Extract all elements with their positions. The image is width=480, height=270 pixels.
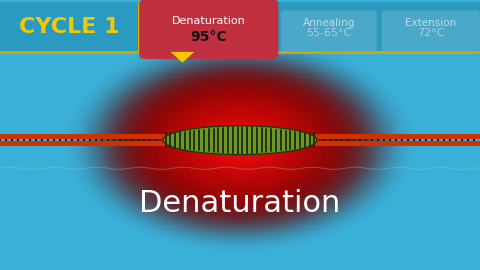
Text: Denaturation: Denaturation <box>172 16 246 26</box>
Bar <box>0 141 480 146</box>
Ellipse shape <box>215 129 265 160</box>
Ellipse shape <box>83 48 397 241</box>
Ellipse shape <box>142 83 338 205</box>
Ellipse shape <box>149 88 331 200</box>
Ellipse shape <box>167 99 313 189</box>
FancyBboxPatch shape <box>382 10 480 51</box>
Bar <box>0 141 480 146</box>
Ellipse shape <box>181 108 299 180</box>
Ellipse shape <box>87 50 393 239</box>
Ellipse shape <box>218 131 262 158</box>
Ellipse shape <box>94 54 386 234</box>
Ellipse shape <box>138 81 342 207</box>
Ellipse shape <box>178 106 302 183</box>
Ellipse shape <box>108 63 372 225</box>
Ellipse shape <box>163 126 317 155</box>
Ellipse shape <box>163 126 317 155</box>
Ellipse shape <box>160 95 320 194</box>
Ellipse shape <box>145 86 335 203</box>
Ellipse shape <box>192 115 288 173</box>
Ellipse shape <box>156 93 324 196</box>
Ellipse shape <box>105 61 375 227</box>
Ellipse shape <box>185 110 295 178</box>
Text: CYCLE 1: CYCLE 1 <box>19 17 120 37</box>
Ellipse shape <box>226 135 254 153</box>
Ellipse shape <box>174 104 306 185</box>
Ellipse shape <box>101 59 379 230</box>
Ellipse shape <box>112 66 368 223</box>
Ellipse shape <box>200 119 280 169</box>
Ellipse shape <box>229 137 251 151</box>
Bar <box>0 134 480 139</box>
Text: 55-65°C: 55-65°C <box>306 28 351 38</box>
Ellipse shape <box>233 140 247 149</box>
Polygon shape <box>170 52 194 63</box>
Text: Annealing: Annealing <box>302 18 355 28</box>
Text: 95°C: 95°C <box>191 30 227 44</box>
Ellipse shape <box>98 56 382 232</box>
Ellipse shape <box>116 68 364 221</box>
Ellipse shape <box>171 102 309 187</box>
Ellipse shape <box>120 70 360 218</box>
Ellipse shape <box>207 124 273 164</box>
Ellipse shape <box>222 133 258 156</box>
Ellipse shape <box>127 75 353 214</box>
Ellipse shape <box>90 52 390 236</box>
Ellipse shape <box>131 77 349 212</box>
Bar <box>0 134 480 139</box>
Ellipse shape <box>153 90 327 198</box>
Ellipse shape <box>163 97 317 191</box>
Text: Extension: Extension <box>405 18 456 28</box>
Ellipse shape <box>196 117 284 171</box>
Ellipse shape <box>236 142 244 146</box>
Text: 72°C: 72°C <box>417 28 444 38</box>
Bar <box>0 2 480 52</box>
FancyBboxPatch shape <box>281 10 377 51</box>
Ellipse shape <box>134 79 346 210</box>
FancyBboxPatch shape <box>139 0 278 59</box>
Ellipse shape <box>123 72 357 216</box>
Text: Denaturation: Denaturation <box>139 188 341 218</box>
Ellipse shape <box>189 113 291 176</box>
Ellipse shape <box>204 122 276 167</box>
Ellipse shape <box>211 126 269 162</box>
